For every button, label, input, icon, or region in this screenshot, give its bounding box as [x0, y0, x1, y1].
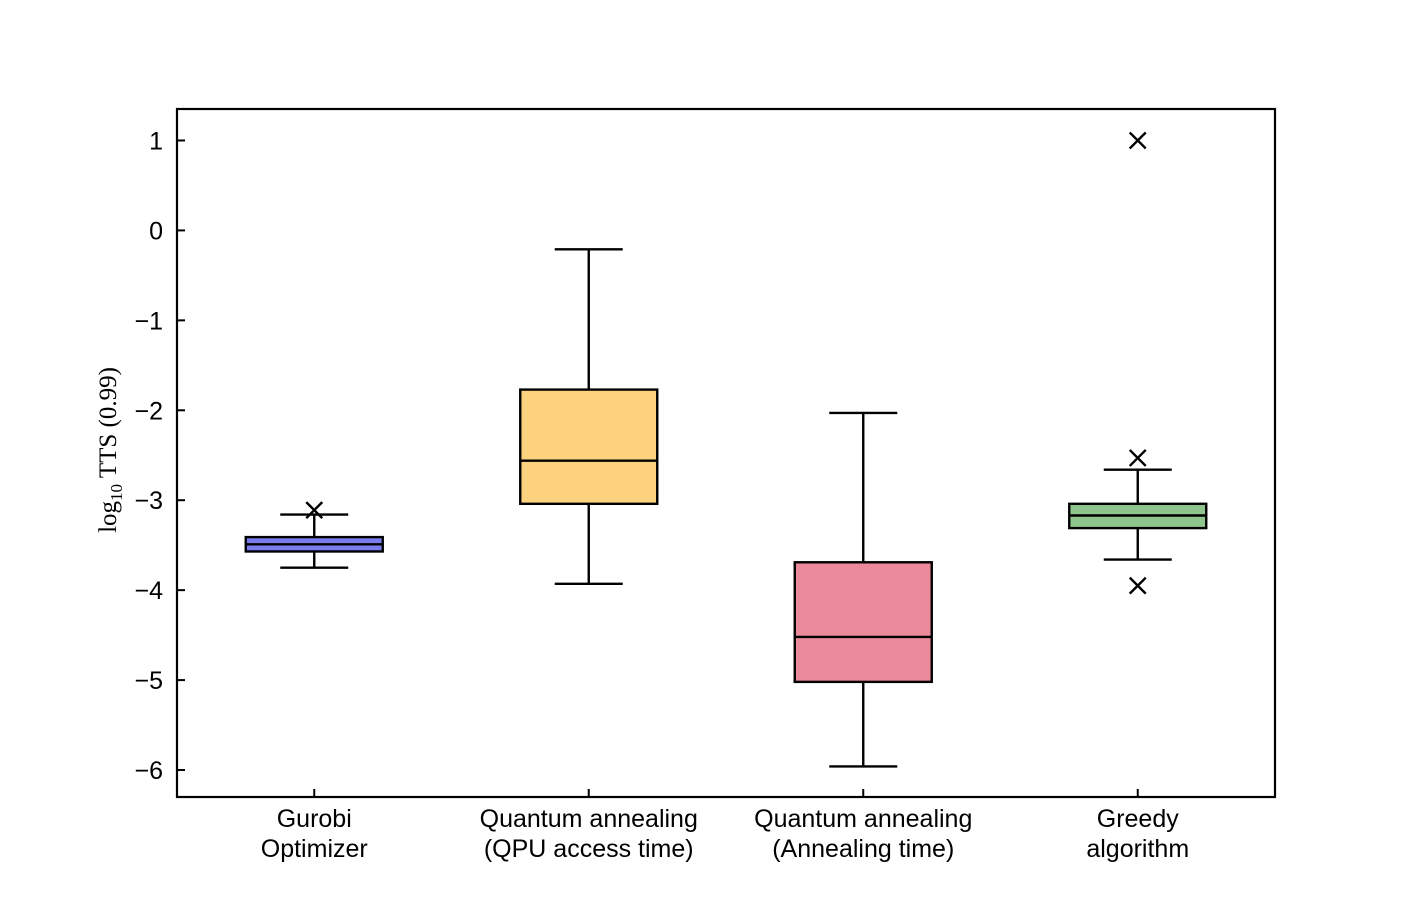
- x-tick-label-qa-qpu-access: Quantum annealing (QPU access time): [480, 805, 698, 863]
- y-axis-label-subscript: 10: [107, 484, 126, 501]
- x-tick-label-qa-annealing: Quantum annealing (Annealing time): [754, 805, 972, 863]
- outlier-stroke: [1128, 449, 1147, 467]
- y-axis-label: log10 TTS (0.99): [95, 367, 126, 533]
- x-tick-label-line: Greedy: [1097, 805, 1179, 833]
- y-axis-label-rest: TTS (0.99): [95, 367, 122, 484]
- box-group-greedy: [1068, 131, 1208, 595]
- outlier-stroke: [1128, 576, 1147, 595]
- box-group-gurobi: [244, 501, 384, 569]
- y-axis-label-base: log: [95, 500, 122, 532]
- y-tick-label: −3: [134, 487, 163, 515]
- outlier-stroke: [305, 501, 324, 519]
- plot-frame: [175, 107, 1277, 799]
- y-tick-label: −1: [134, 307, 163, 335]
- x-tick-label-line: Quantum annealing: [754, 805, 972, 833]
- box-group-qa-annealing: [793, 411, 933, 768]
- y-tick-label: 1: [149, 127, 163, 155]
- x-tick-label-line: Gurobi: [277, 805, 352, 833]
- x-tick-label-line: Optimizer: [261, 835, 368, 863]
- y-tick-label: −4: [134, 577, 163, 605]
- outlier-stroke: [1128, 131, 1147, 150]
- y-axis-ticks: 1 0 −1 −2 −3 −4 −5 −6: [134, 127, 185, 785]
- outlier-marker: [1128, 131, 1147, 150]
- outlier-marker: [1128, 576, 1147, 595]
- x-tick-label-gurobi: Gurobi Optimizer: [261, 805, 368, 863]
- iqr-box: [793, 561, 933, 684]
- x-tick-label-line: Quantum annealing: [480, 805, 698, 833]
- x-tick-label-line: (Annealing time): [772, 835, 954, 863]
- x-tick-label-greedy: Greedy algorithm: [1086, 805, 1189, 863]
- box-group-qa-qpu-access: [519, 248, 659, 586]
- y-tick-label: −5: [134, 667, 163, 695]
- outlier-marker: [305, 501, 324, 519]
- x-tick-label-line: (QPU access time): [484, 835, 694, 863]
- y-tick-label: 0: [149, 217, 163, 245]
- y-tick-label: −6: [134, 757, 163, 785]
- plot-layer: [244, 131, 1208, 768]
- y-tick-label: −2: [134, 397, 163, 425]
- x-tick-label-line: algorithm: [1086, 835, 1189, 863]
- iqr-box: [519, 388, 659, 506]
- outlier-marker: [1128, 449, 1147, 467]
